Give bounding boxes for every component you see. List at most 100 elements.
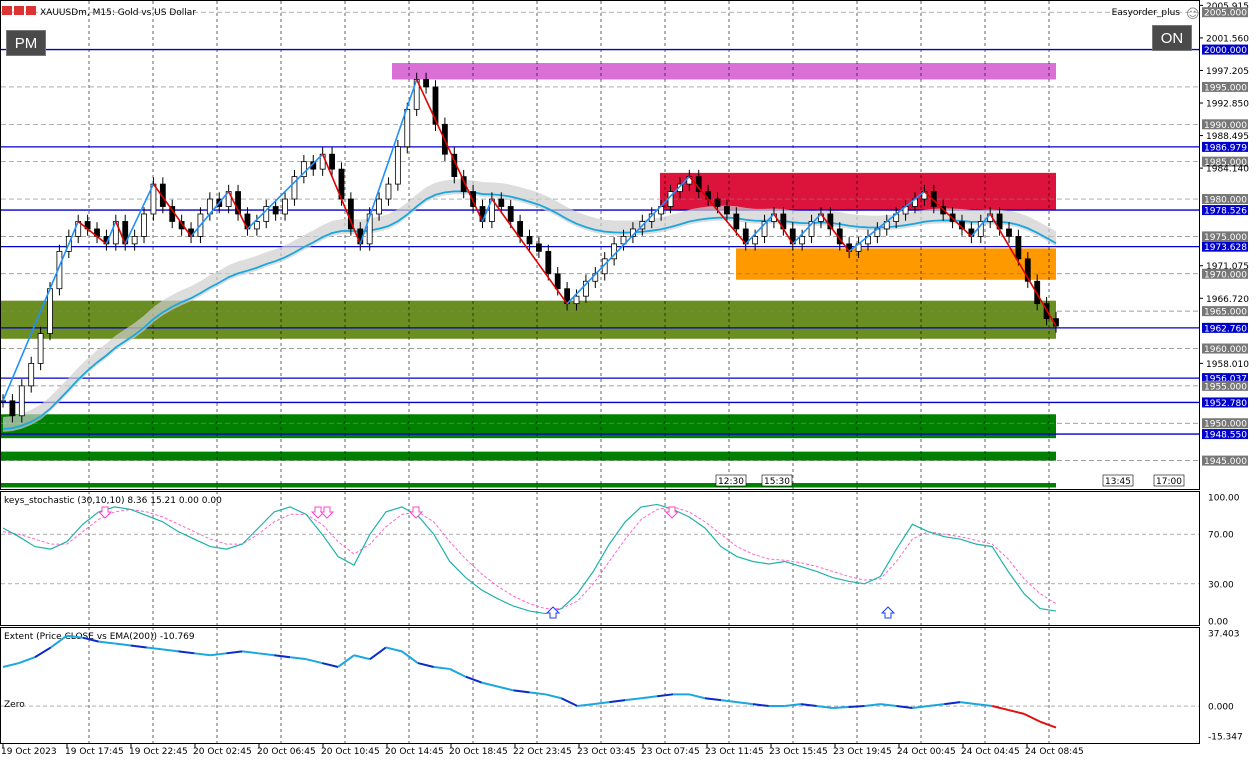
extent-segment: [226, 650, 243, 655]
extent-segment: [433, 665, 450, 670]
time-label: 20 Oct 10:45: [321, 747, 380, 757]
candle-body: [376, 198, 382, 215]
extent-segment: [82, 636, 99, 643]
candle-body: [808, 221, 815, 237]
zigzag-segment: [923, 190, 972, 237]
sell-arrow-icon: [319, 506, 335, 519]
candle-body: [366, 213, 373, 245]
chart-type-icon[interactable]: [2, 6, 12, 15]
buy-arrow-icon: [880, 606, 896, 619]
level-price-tag: [1202, 343, 1248, 354]
extent-segment: [641, 695, 658, 700]
demand-zone: [736, 248, 1056, 280]
candle-body: [827, 213, 834, 230]
chart-type-icon[interactable]: [14, 6, 24, 15]
stochastic-signal-line: [2, 506, 1057, 610]
zigzag-segment: [415, 79, 484, 222]
demand-zone: [1, 414, 1056, 439]
extent-segment: [688, 693, 706, 700]
price-label: 1962.760: [1204, 324, 1247, 334]
candle-body: [9, 400, 16, 417]
extent-segment: [832, 706, 849, 709]
extent-segment: [736, 701, 753, 706]
extent-segment: [848, 705, 865, 709]
zigzag-segment: [989, 213, 1057, 327]
extent-segment: [657, 693, 674, 698]
zigzag-segment: [359, 79, 418, 245]
extent-segment: [880, 703, 897, 708]
extent-segment: [944, 701, 961, 706]
zigzag-segment: [848, 190, 925, 252]
zigzag-segment: [792, 213, 822, 245]
extent-segment: [513, 689, 530, 694]
candle-body: [583, 280, 589, 297]
price-label: 1980.000: [1204, 196, 1247, 206]
pm-button[interactable]: PM: [6, 30, 46, 56]
candle-body: [272, 206, 279, 215]
time-marker-label: 12:30: [718, 477, 744, 487]
supply-zone: [660, 172, 1056, 211]
zigzag-segment: [190, 191, 230, 237]
extent-segment: [481, 681, 498, 688]
candle-body: [507, 206, 514, 222]
extent-tick: 37.403: [1208, 630, 1240, 640]
time-label: 19 Oct 2023: [1, 747, 57, 757]
level-price-tag: [1202, 81, 1248, 92]
candle-body: [733, 213, 740, 230]
candle-body: [677, 183, 683, 192]
on-button[interactable]: ON: [1152, 25, 1192, 51]
extent-pane[interactable]: [0, 627, 1200, 744]
extent-segment: [896, 705, 913, 709]
price-label: 1995.000: [1204, 83, 1247, 93]
extent-segment: [991, 705, 1009, 711]
candle-body: [56, 250, 63, 290]
price-label: 1965.000: [1204, 308, 1247, 318]
price-label: 1992.850: [1206, 100, 1249, 110]
header-bar: XAUUSDm, M15: Gold vs US Dollar Easyorde…: [2, 6, 1200, 22]
extent-segment: [545, 693, 562, 700]
time-label: 24 Oct 04:45: [961, 747, 1020, 757]
zigzag-segment: [2, 221, 79, 402]
extent-segment: [130, 644, 147, 649]
extent-segment: [50, 634, 68, 649]
extent-tick: 0.000: [1208, 703, 1234, 713]
extent-segment: [162, 648, 179, 653]
extent-segment: [784, 703, 801, 708]
extent-segment: [210, 652, 227, 657]
extent-segment: [720, 699, 738, 704]
extent-tick: -15.347: [1208, 733, 1243, 743]
candle-body: [0, 400, 6, 403]
stochastic-pane[interactable]: [0, 491, 1200, 626]
level-price-tag: [1202, 44, 1248, 55]
demand-zone: [1, 451, 1056, 461]
candle-body: [554, 273, 561, 290]
stochastic-title: keys_stochastic (30,10,10) 8.36 15.21 0.…: [4, 496, 222, 506]
candle-body: [253, 221, 260, 230]
time-marker: [1153, 474, 1185, 487]
time-label: 20 Oct 02:45: [193, 747, 252, 757]
zigzag-segment: [970, 213, 991, 237]
extent-segment: [417, 662, 435, 668]
price-label: 1958.010: [1206, 360, 1249, 370]
price-label: 1956.037: [1204, 375, 1247, 385]
extent-segment: [864, 703, 881, 708]
price-label: 1975.000: [1204, 233, 1247, 243]
zigzag-segment: [246, 153, 324, 230]
stochastic-tick: 0.00: [1208, 618, 1228, 628]
candle-body: [329, 153, 335, 170]
main-pane[interactable]: [0, 0, 1200, 490]
candle-body: [47, 288, 53, 334]
price-label: 1955.000: [1204, 382, 1247, 392]
level-price-tag: [1202, 241, 1248, 252]
chart-type-icon[interactable]: [26, 6, 36, 15]
time-label: 23 Oct 07:45: [641, 747, 700, 757]
price-label: 1988.495: [1206, 132, 1249, 142]
stochastic-main-line: [2, 503, 1057, 615]
candle-body: [536, 243, 542, 252]
extent-segment: [369, 646, 387, 660]
candle-body: [263, 206, 270, 222]
price-label: 1952.780: [1204, 399, 1247, 409]
time-marker-label: 13:45: [1105, 477, 1131, 487]
level-price-tag: [1202, 194, 1248, 205]
